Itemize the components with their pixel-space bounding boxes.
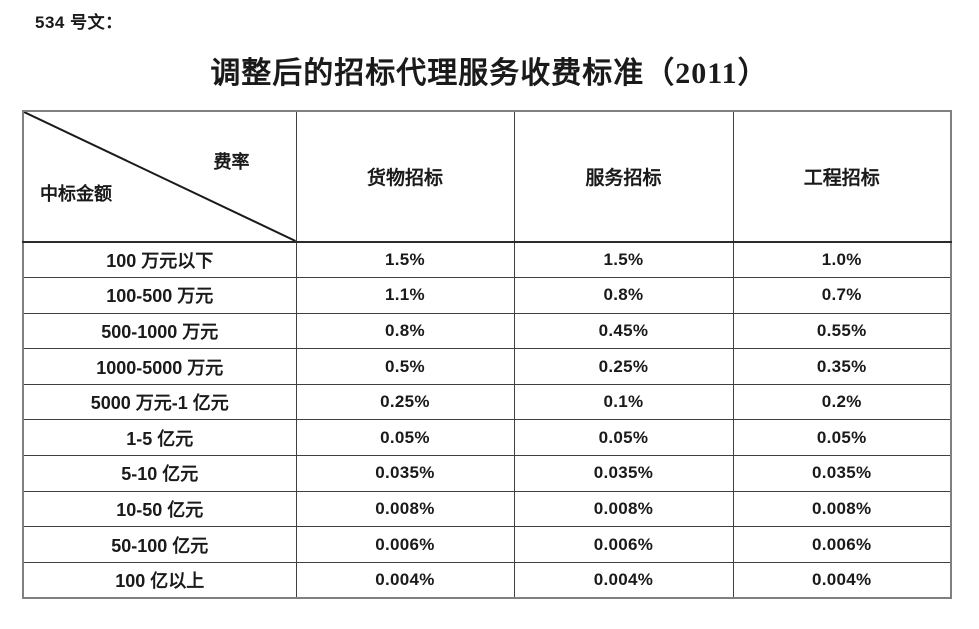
fee-cell: 0.1% (513, 383, 734, 421)
fee-cell: 0.008% (732, 490, 952, 528)
fee-cell: 0.35% (732, 348, 952, 385)
fee-standard-table: 费率 中标金额 货物招标 服务招标 工程招标 100 万元以下 1.5% 1.5… (22, 110, 952, 599)
fee-cell: 0.8% (513, 277, 734, 314)
fee-cell: 0.006% (732, 526, 952, 563)
table-row: 1-5 亿元 0.05% 0.05% 0.05% (22, 419, 952, 457)
fee-cell: 0.008% (513, 490, 734, 528)
fee-cell: 1.1% (295, 277, 515, 314)
table-row: 100-500 万元 1.1% 0.8% 0.7% (22, 277, 952, 314)
fee-cell: 0.55% (732, 312, 952, 350)
fee-cell: 1.0% (732, 241, 952, 279)
table-row: 10-50 亿元 0.008% 0.008% 0.008% (22, 490, 952, 528)
fee-cell: 0.004% (295, 561, 515, 599)
fee-cell: 0.05% (295, 419, 515, 457)
row-label: 1-5 亿元 (22, 419, 297, 457)
fee-cell: 1.5% (295, 241, 515, 279)
row-label: 5000 万元-1 亿元 (22, 383, 297, 421)
column-header-goods: 货物招标 (295, 110, 515, 243)
diagonal-divider-line (24, 112, 296, 241)
header-row: 费率 中标金额 货物招标 服务招标 工程招标 (22, 110, 952, 243)
doc-number-label: 534 号文： (35, 13, 123, 32)
fee-cell: 1.5% (513, 241, 734, 279)
fee-cell: 0.25% (513, 348, 734, 385)
fee-cell: 0.035% (732, 455, 952, 492)
corner-header-cell: 费率 中标金额 (22, 110, 297, 243)
column-header-engineering: 工程招标 (732, 110, 952, 243)
fee-cell: 0.035% (295, 455, 515, 492)
fee-cell: 0.05% (732, 419, 952, 457)
fee-cell: 0.006% (295, 526, 515, 563)
row-label: 5-10 亿元 (22, 455, 297, 492)
row-label: 1000-5000 万元 (22, 348, 297, 385)
table-row: 500-1000 万元 0.8% 0.45% 0.55% (22, 312, 952, 350)
fee-cell: 0.006% (513, 526, 734, 563)
row-label: 100-500 万元 (22, 277, 297, 314)
page-title: 调整后的招标代理服务收费标准（2011） (210, 57, 769, 90)
fee-cell: 0.035% (513, 455, 734, 492)
fee-cell: 0.008% (295, 490, 515, 528)
table-row: 100 万元以下 1.5% 1.5% 1.0% (22, 241, 952, 279)
corner-label-bid-amount: 中标金额 (40, 184, 112, 204)
fee-cell: 0.45% (513, 312, 734, 350)
table-row: 50-100 亿元 0.006% 0.006% 0.006% (22, 526, 952, 563)
table-row: 100 亿以上 0.004% 0.004% 0.004% (22, 561, 952, 599)
fee-cell: 0.25% (295, 383, 515, 421)
row-label: 10-50 亿元 (22, 490, 297, 528)
corner-label-fee-rate: 费率 (213, 152, 250, 172)
row-label: 50-100 亿元 (22, 526, 297, 563)
fee-cell: 0.2% (732, 383, 952, 421)
row-label: 100 万元以下 (22, 241, 297, 279)
table-row: 1000-5000 万元 0.5% 0.25% 0.35% (22, 348, 952, 385)
table-row: 5-10 亿元 0.035% 0.035% 0.035% (22, 455, 952, 492)
row-label: 500-1000 万元 (22, 312, 297, 350)
fee-cell: 0.004% (732, 561, 952, 599)
fee-cell: 0.004% (513, 561, 734, 599)
fee-cell: 0.8% (295, 312, 515, 350)
column-header-services: 服务招标 (513, 110, 734, 243)
fee-cell: 0.5% (295, 348, 515, 385)
table-row: 5000 万元-1 亿元 0.25% 0.1% 0.2% (22, 383, 952, 421)
fee-cell: 0.05% (513, 419, 734, 457)
fee-cell: 0.7% (732, 277, 952, 314)
row-label: 100 亿以上 (22, 561, 297, 599)
